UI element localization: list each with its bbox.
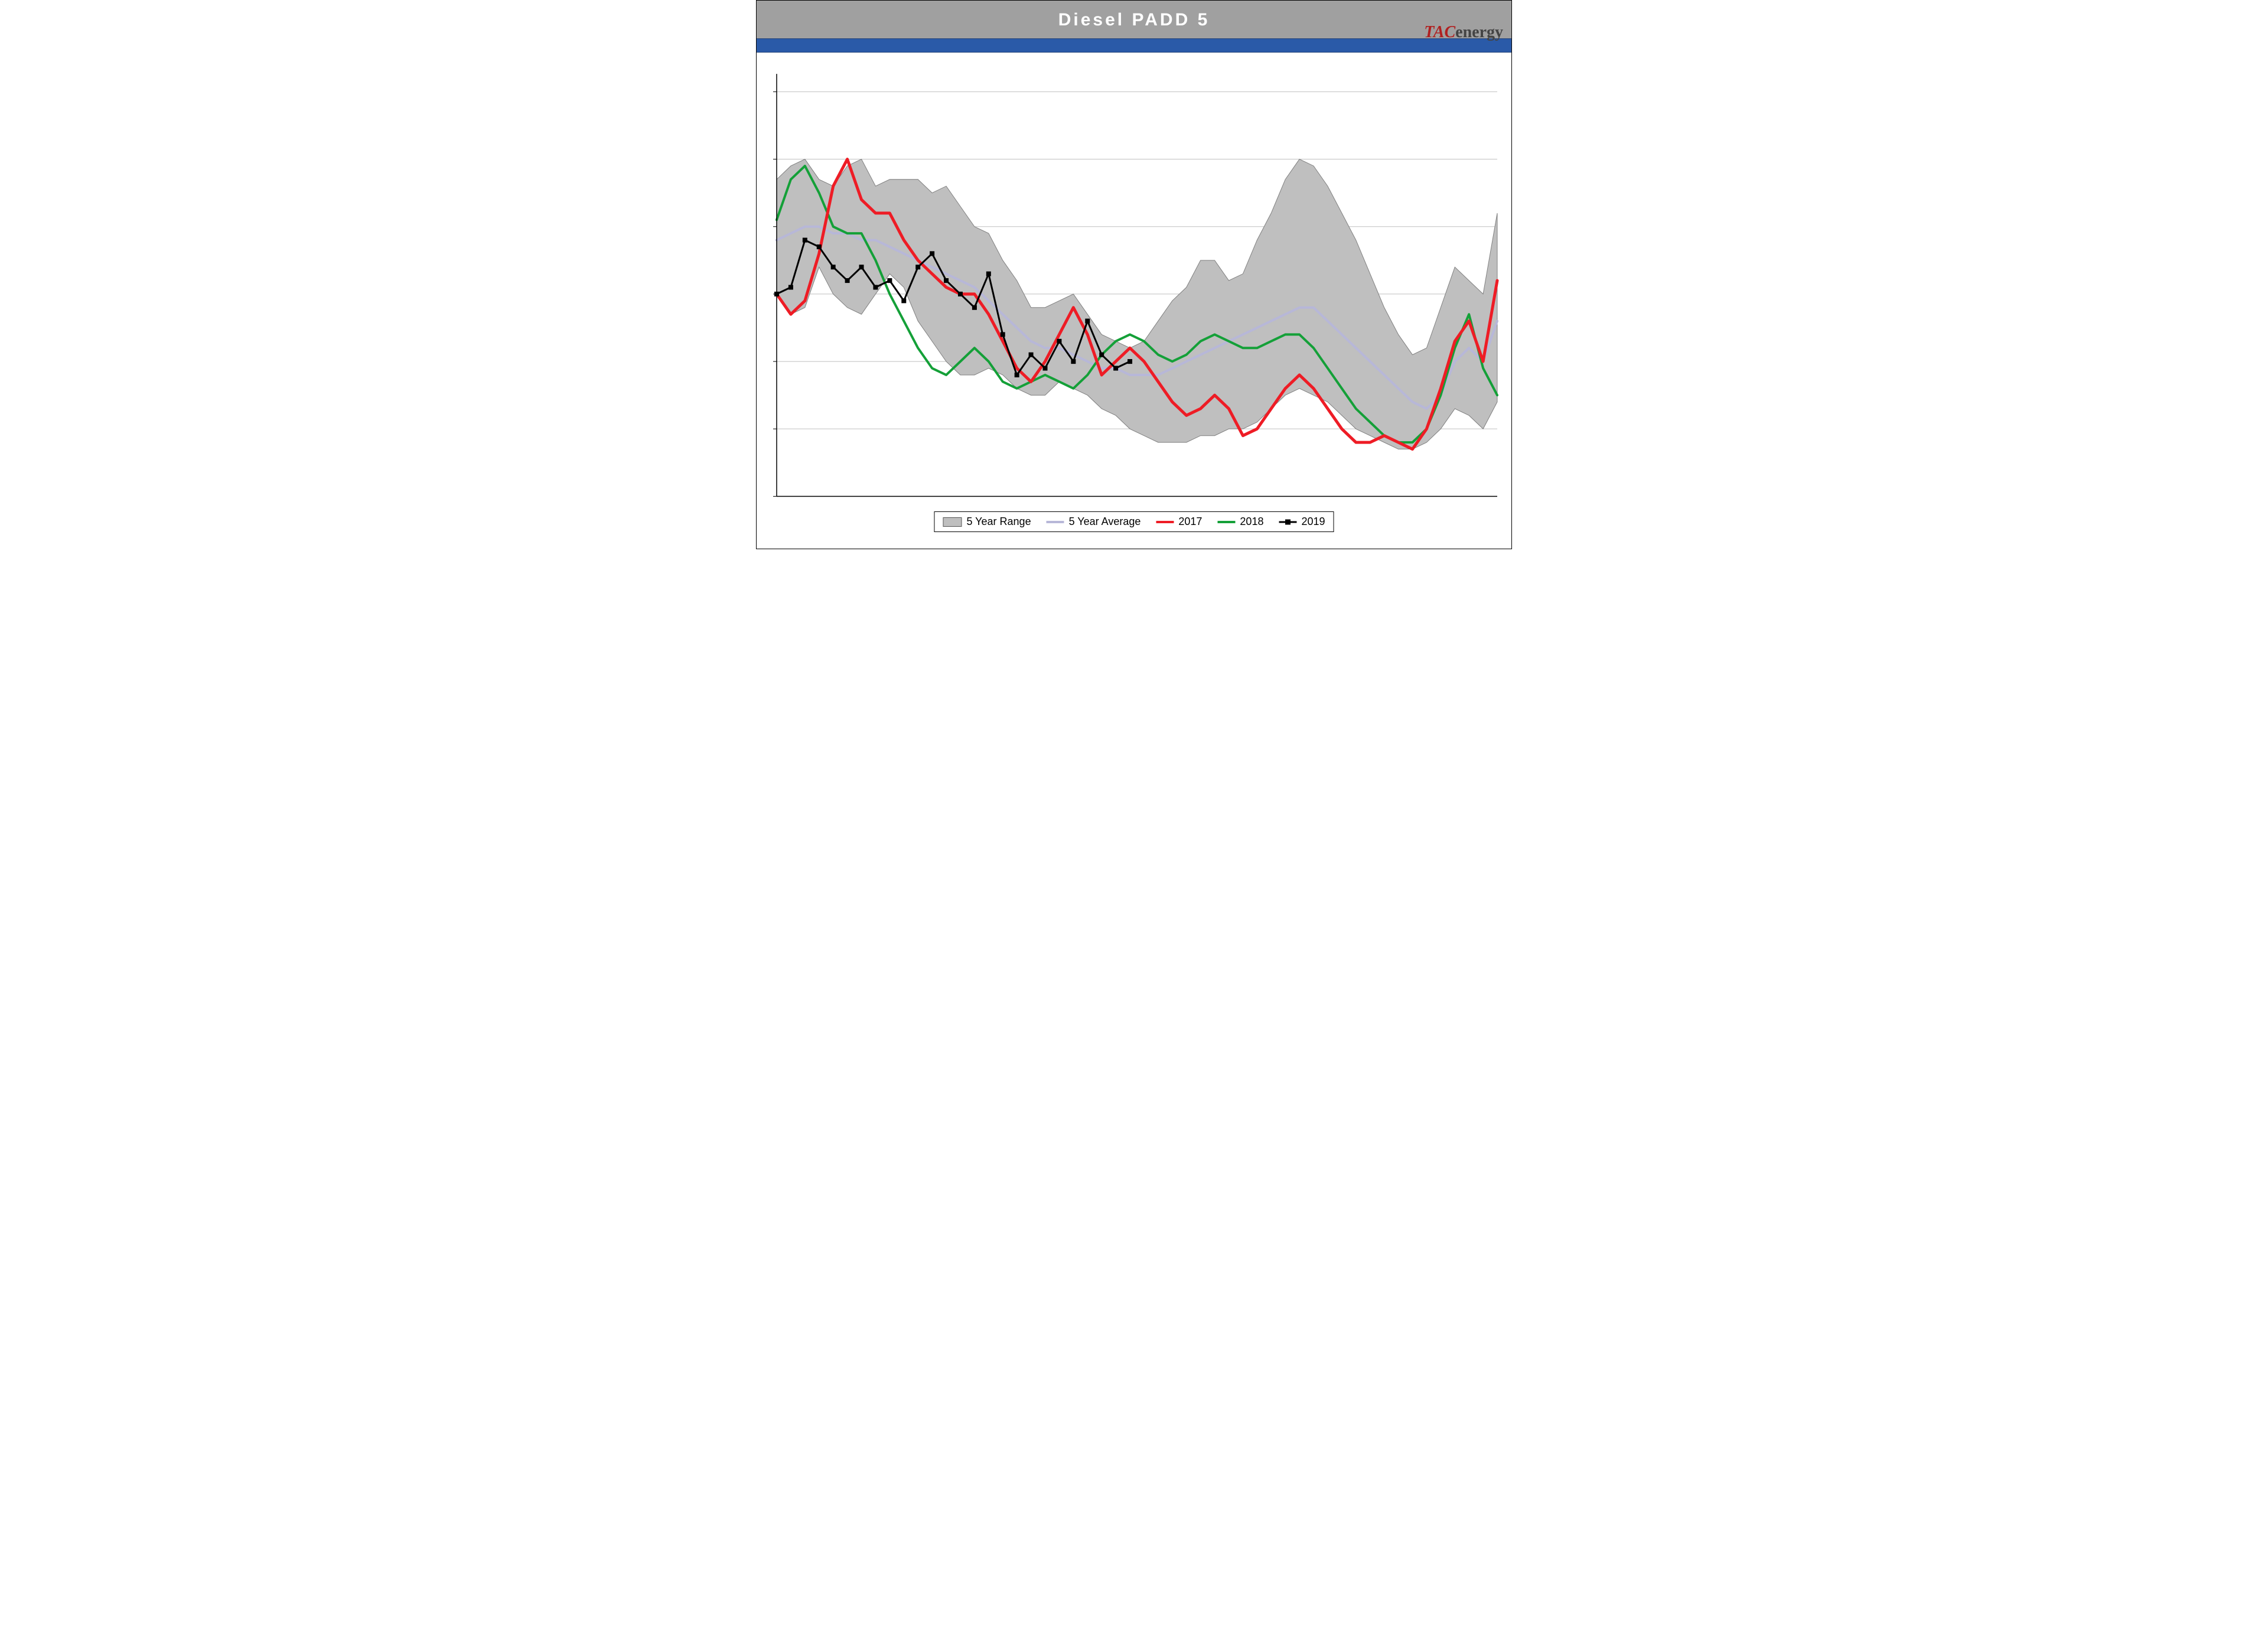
header-rule [757, 38, 1511, 53]
legend-item-2017: 2017 [1156, 516, 1202, 528]
logo-energy: energy [1455, 23, 1503, 41]
line-chart [771, 62, 1503, 538]
legend-label: 5 Year Range [966, 516, 1031, 528]
legend-item-2019: 2019 [1279, 516, 1325, 528]
legend-label: 5 Year Average [1069, 516, 1141, 528]
y2017-swatch-icon [1156, 521, 1174, 523]
logo-tac: TAC [1424, 23, 1455, 41]
avg-swatch-icon [1047, 521, 1064, 523]
legend-item-avg: 5 Year Average [1047, 516, 1141, 528]
legend-label: 2017 [1178, 516, 1202, 528]
y2018-swatch-icon [1217, 521, 1235, 523]
range-swatch-icon [943, 517, 962, 527]
plot-area [771, 62, 1503, 538]
title-bar: Diesel PADD 5 TACenergy [757, 1, 1511, 38]
legend-item-range: 5 Year Range [943, 516, 1031, 528]
brand-logo: TACenergy [1424, 23, 1503, 42]
legend-label: 2019 [1301, 516, 1325, 528]
legend-item-2018: 2018 [1217, 516, 1263, 528]
chart-frame: Diesel PADD 5 TACenergy 5 Year Range 5 Y… [756, 0, 1512, 549]
legend: 5 Year Range 5 Year Average 2017 2018 20… [934, 511, 1334, 532]
legend-label: 2018 [1240, 516, 1263, 528]
y2019-swatch-icon [1279, 518, 1296, 526]
chart-title: Diesel PADD 5 [1058, 10, 1210, 30]
